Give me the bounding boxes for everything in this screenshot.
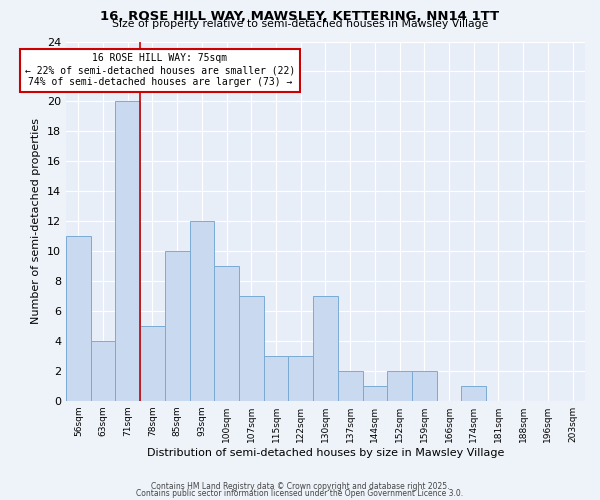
Bar bbox=[239, 296, 264, 401]
Bar bbox=[264, 356, 289, 401]
Text: 16, ROSE HILL WAY, MAWSLEY, KETTERING, NN14 1TT: 16, ROSE HILL WAY, MAWSLEY, KETTERING, N… bbox=[100, 10, 500, 23]
Bar bbox=[313, 296, 338, 401]
Bar bbox=[140, 326, 165, 400]
Bar bbox=[165, 251, 190, 400]
Bar bbox=[289, 356, 313, 401]
Bar bbox=[214, 266, 239, 400]
Bar bbox=[115, 102, 140, 401]
Bar bbox=[91, 341, 115, 400]
Text: Size of property relative to semi-detached houses in Mawsley Village: Size of property relative to semi-detach… bbox=[112, 19, 488, 29]
Bar bbox=[387, 371, 412, 400]
Text: 16 ROSE HILL WAY: 75sqm
← 22% of semi-detached houses are smaller (22)
74% of se: 16 ROSE HILL WAY: 75sqm ← 22% of semi-de… bbox=[25, 54, 295, 86]
Bar bbox=[412, 371, 437, 400]
Bar bbox=[461, 386, 486, 400]
Bar bbox=[338, 371, 362, 400]
X-axis label: Distribution of semi-detached houses by size in Mawsley Village: Distribution of semi-detached houses by … bbox=[147, 448, 504, 458]
Bar bbox=[362, 386, 387, 400]
Bar bbox=[66, 236, 91, 400]
Y-axis label: Number of semi-detached properties: Number of semi-detached properties bbox=[31, 118, 41, 324]
Text: Contains public sector information licensed under the Open Government Licence 3.: Contains public sector information licen… bbox=[136, 489, 464, 498]
Bar bbox=[190, 221, 214, 400]
Text: Contains HM Land Registry data © Crown copyright and database right 2025.: Contains HM Land Registry data © Crown c… bbox=[151, 482, 449, 491]
